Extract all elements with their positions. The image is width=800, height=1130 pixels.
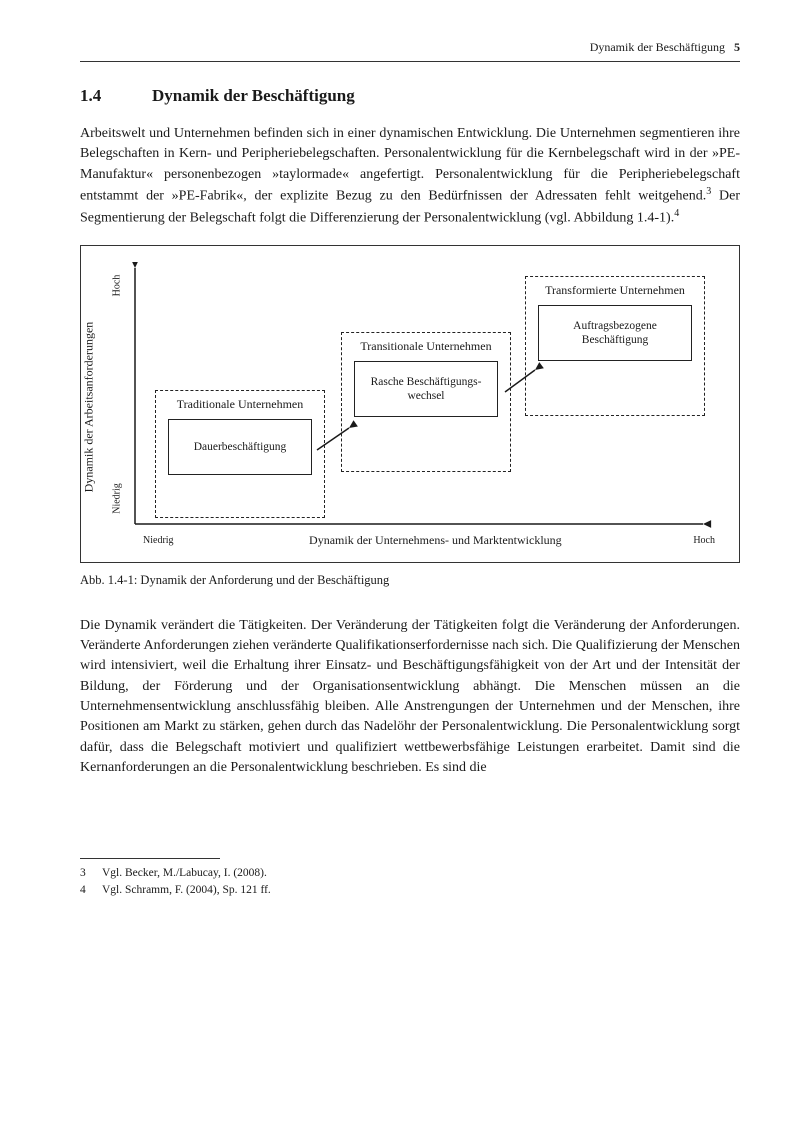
y-axis-low: Niedrig [112,483,123,514]
x-axis-low: Niedrig [143,535,174,546]
running-header: Dynamik der Beschäftigung 5 [80,40,740,62]
diagram-node-2: Transformierte Unternehmen Auftrags­bezog… [525,276,705,416]
running-title: Dynamik der Beschäftigung [590,40,725,54]
paragraph-1: Arbeitswelt und Unternehmen befinden sic… [80,124,740,229]
diagram-node-inner: Rasche Beschäf­tigungs­wechsel [354,361,498,417]
footnote-separator [80,858,220,859]
footnote: 4Vgl. Schramm, F. (2004), Sp. 121 ff. [80,882,740,899]
x-axis-high: Hoch [693,535,715,546]
paragraph-2: Die Dynamik verändert die Tätigkeiten. D… [80,616,740,778]
footnote-number: 4 [80,882,102,899]
diagram-node-1: Transitionale Unternehmen Rasche Beschäf­… [341,332,511,472]
footnote-number: 3 [80,865,102,882]
footnote-ref-4: 4 [674,208,679,219]
footnote: 3Vgl. Becker, M./Labucay, I. (2008). [80,865,740,882]
diagram-node-0: Traditionale Unternehmen Dauerbe­schäftig… [155,390,325,518]
diagram: Dynamik der Arbeitsanforderungen Niedrig… [93,262,727,552]
diagram-node-title: Traditionale Unternehmen [156,391,324,415]
footnote-text: Vgl. Schramm, F. (2004), Sp. 121 ff. [102,882,271,899]
section-title: Dynamik der Beschäftigung [152,86,355,106]
footnote-text: Vgl. Becker, M./Labucay, I. (2008). [102,865,267,882]
footnotes: 3Vgl. Becker, M./Labucay, I. (2008).4Vgl… [80,865,740,900]
diagram-node-title: Transformierte Unternehmen [526,277,704,301]
figure-caption: Abb. 1.4-1: Dynamik der Anforderung und … [80,573,740,588]
y-axis-high: Hoch [112,274,123,296]
diagram-node-title: Transitionale Unternehmen [342,333,510,357]
diagram-node-inner: Dauerbe­schäftigung [168,419,312,475]
figure-frame: Dynamik der Arbeitsanforderungen Niedrig… [80,245,740,563]
section-number: 1.4 [80,86,152,106]
y-axis-label: Dynamik der Arbeitsanforderungen [82,321,97,492]
x-axis-label: Dynamik der Unternehmens- und Marktentwi… [309,533,562,548]
section-heading: 1.4 Dynamik der Beschäftigung [80,86,740,106]
page-number: 5 [734,40,740,54]
diagram-node-inner: Auftrags­bezogene Beschäftigung [538,305,692,361]
